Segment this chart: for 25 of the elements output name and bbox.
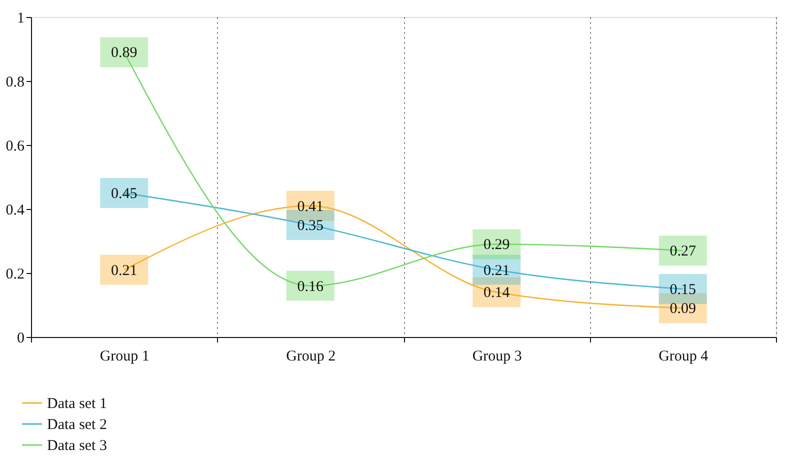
data-label: 0.89 — [111, 45, 138, 62]
data-label: 0.09 — [670, 301, 696, 318]
data-label: 0.21 — [111, 262, 138, 279]
data-label: 0.35 — [297, 218, 324, 234]
data-label: 0.21 — [484, 262, 510, 279]
data-label: 0.16 — [297, 278, 324, 295]
data-label: 0.15 — [670, 282, 696, 298]
x-tick-label: Group 2 — [286, 348, 336, 364]
legend-label: Data set 1 — [47, 396, 107, 412]
y-tick-label: 0.6 — [6, 138, 25, 154]
data-label: 0.27 — [670, 244, 696, 260]
legend-label: Data set 3 — [47, 438, 107, 454]
data-label: 0.29 — [484, 237, 510, 254]
x-tick-label: Group 4 — [658, 348, 709, 364]
legend-label: Data set 2 — [47, 417, 107, 433]
y-tick-label: 0.4 — [6, 202, 25, 218]
data-label: 0.45 — [111, 186, 138, 202]
y-tick-label: 0 — [17, 330, 24, 346]
y-tick-label: 0.8 — [6, 74, 24, 90]
x-tick-label: Group 3 — [472, 348, 522, 364]
x-tick-label: Group 1 — [100, 348, 150, 364]
y-tick-label: 0.2 — [6, 266, 24, 282]
data-label: 0.14 — [484, 285, 510, 302]
data-label: 0.41 — [297, 198, 324, 215]
y-tick-label: 1 — [17, 10, 24, 26]
